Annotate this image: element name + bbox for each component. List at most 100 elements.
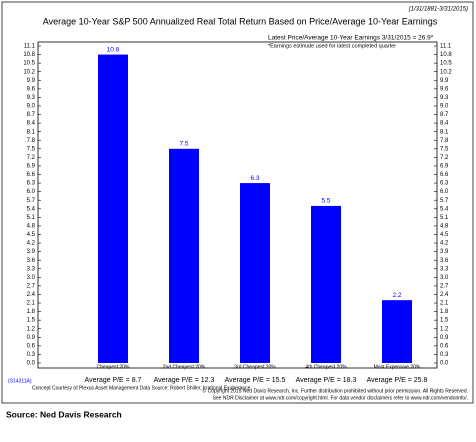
y2-tick-label: 9.6 (440, 86, 449, 92)
y-tick-label: 9.6 (27, 86, 36, 92)
y2-tick-label: 1.2 (440, 326, 449, 332)
y-tick-label: 10.2 (23, 69, 35, 75)
y-tick-label: 3.9 (27, 249, 36, 255)
y-tick-label: 0.3 (27, 352, 36, 358)
y2-tick-label: 0.3 (440, 352, 449, 358)
y2-tick-label: 2.1 (440, 301, 449, 307)
value-label: 7.5 (179, 141, 188, 148)
y2-tick-label: 9.0 (440, 104, 449, 110)
y-tick-label: 3.0 (27, 275, 36, 281)
y-tick-label: 6.0 (27, 189, 36, 195)
y2-tick-label: 4.8 (440, 223, 449, 229)
chart-title: Average 10-Year S&P 500 Annualized Real … (43, 16, 438, 26)
bar (98, 54, 128, 363)
y-tick-label: 0.0 (27, 361, 36, 367)
y-tick-label: 4.8 (27, 223, 36, 229)
disclaimer: See NDR Disclaimer at www.ndr.com/copyri… (213, 395, 468, 401)
bar (240, 183, 270, 363)
category-note: Average P/E = 18.3 (296, 377, 357, 384)
y-tick-label: 11.1 (24, 44, 36, 50)
y2-tick-label: 5.4 (440, 206, 449, 212)
y-tick-label: 4.5 (27, 232, 36, 238)
y2-tick-label: 0.9 (440, 335, 449, 341)
y2-tick-label: 1.8 (440, 309, 449, 315)
y-tick-label: 5.7 (27, 198, 36, 204)
y-tick-label: 8.1 (27, 129, 36, 135)
y-tick-label: 8.4 (27, 121, 36, 127)
y2-tick-label: 9.9 (440, 78, 449, 84)
y-tick-label: 2.1 (27, 301, 36, 307)
subtitle: Latest Price/Average 10-Year Earnings 3/… (268, 35, 434, 42)
y-tick-label: 5.1 (27, 215, 36, 221)
y2-tick-label: 10.8 (440, 52, 452, 58)
y2-tick-label: 8.1 (440, 129, 449, 135)
category-note: Average P/E = 12.3 (154, 377, 215, 384)
copyright: © Copyright 2015 Ned Davis Research, Inc… (203, 387, 468, 394)
y2-tick-label: 2.7 (440, 283, 449, 289)
y-tick-label: 1.8 (27, 309, 36, 315)
y-tick-label: 9.3 (27, 95, 36, 101)
y2-tick-label: 3.9 (440, 249, 449, 255)
bar (169, 148, 199, 363)
y-tick-label: 2.4 (27, 292, 36, 298)
y2-tick-label: 7.8 (440, 138, 449, 144)
y2-tick-label: 7.5 (440, 146, 449, 152)
bar (311, 205, 341, 363)
value-label: 6.3 (250, 175, 259, 182)
value-label: 10.8 (107, 46, 120, 53)
y2-tick-label: 6.6 (440, 172, 449, 178)
y-tick-label: 6.6 (27, 172, 36, 178)
y-tick-label: 1.2 (27, 326, 36, 332)
x-tick-label: Most Expensive 20% (374, 364, 421, 370)
y2-tick-label: 6.9 (440, 164, 449, 170)
y2-tick-label: 3.3 (440, 266, 449, 272)
y2-tick-label: 8.7 (440, 112, 449, 118)
y-tick-label: 4.2 (27, 241, 36, 247)
bar (382, 300, 412, 363)
x-tick-label: Cheapest 20% (97, 364, 130, 370)
y-tick-label: 1.5 (27, 318, 36, 324)
plot-area (37, 41, 438, 369)
category-note: Average P/E = 25.8 (367, 377, 428, 384)
y-tick-label: 7.5 (27, 146, 36, 152)
y-tick-label: 6.3 (27, 181, 36, 187)
y2-tick-label: 1.5 (440, 318, 449, 324)
y2-tick-label: 9.3 (440, 95, 449, 101)
y-tick-label: 9.0 (27, 104, 36, 110)
y2-tick-label: 10.5 (440, 61, 452, 67)
x-tick-label: 4th Cheapest 20% (305, 364, 347, 370)
x-tick-label: 3rd Cheapest 20% (234, 364, 276, 370)
y2-tick-label: 5.1 (440, 215, 449, 221)
y-tick-label: 8.7 (27, 112, 36, 118)
y2-tick-label: 3.0 (440, 275, 449, 281)
y-tick-label: 7.2 (27, 155, 36, 161)
y-tick-label: 2.7 (27, 283, 36, 289)
y-tick-label: 10.8 (23, 52, 35, 58)
y2-tick-label: 5.7 (440, 198, 449, 204)
y2-tick-label: 4.5 (440, 232, 449, 238)
y2-tick-label: 0.0 (440, 361, 449, 367)
x-tick-label: 2nd Cheapest 20% (163, 364, 206, 370)
y2-tick-label: 8.4 (440, 121, 449, 127)
y2-tick-label: 4.2 (440, 241, 449, 247)
chart-code: (S14311A) (8, 378, 32, 384)
y-tick-label: 0.9 (27, 335, 36, 341)
category-note: Average P/E = 15.5 (225, 377, 286, 384)
category-note: Average P/E = 8.7 (85, 377, 142, 384)
y2-tick-label: 6.0 (440, 189, 449, 195)
y-tick-label: 3.6 (27, 258, 36, 264)
y-tick-label: 6.9 (27, 164, 36, 170)
y2-tick-label: 0.6 (440, 343, 449, 349)
y2-tick-label: 10.2 (440, 69, 452, 75)
y-tick-label: 5.4 (27, 206, 36, 212)
frame (1, 1, 474, 404)
y-tick-label: 9.9 (27, 78, 36, 84)
value-label: 2.2 (392, 292, 401, 299)
y2-tick-label: 7.2 (440, 155, 449, 161)
source: Source: Ned Davis Research (6, 409, 122, 419)
date-range: (1/31/1881-3/31/2015) (409, 7, 468, 13)
y2-tick-label: 2.4 (440, 292, 449, 298)
y-tick-label: 7.8 (27, 138, 36, 144)
value-label: 5.5 (321, 198, 330, 205)
